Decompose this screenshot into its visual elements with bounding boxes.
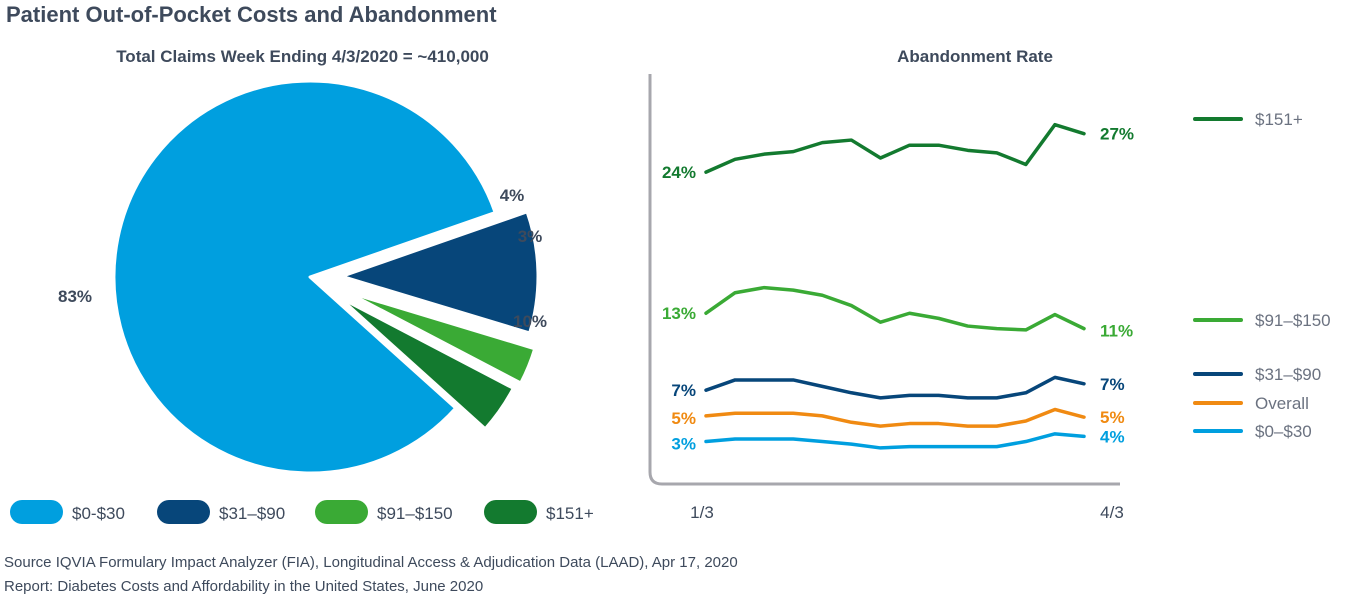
line-chart-axis xyxy=(648,74,1120,486)
series-start-label-overall: 5% xyxy=(671,409,696,428)
source-note: Source IQVIA Formulary Impact Analyzer (… xyxy=(4,554,738,571)
line-chart-title: Abandonment Rate xyxy=(897,47,1053,66)
x-tick-label: 4/3 xyxy=(1100,503,1124,522)
pie-slice-91-150 xyxy=(345,290,537,385)
legend-swatch-31-90 xyxy=(157,500,210,524)
series-line-31-90 xyxy=(704,375,1086,400)
pie-slice-31-90 xyxy=(340,210,540,335)
legend-swatch-0-30 xyxy=(10,500,63,524)
pie-label-31-90: 10% xyxy=(513,312,547,331)
pie-label-0-30: 83% xyxy=(58,287,92,306)
legend-label-31-90: $31–$90 xyxy=(1255,365,1321,384)
report-note: Report: Diabetes Costs and Affordability… xyxy=(4,578,484,595)
pie-slice-151 xyxy=(338,296,515,431)
series-end-label-31-90: 7% xyxy=(1100,375,1125,394)
series-line-151 xyxy=(704,122,1086,174)
series-end-label-151: 27% xyxy=(1100,125,1134,144)
series-end-label-91-150: 11% xyxy=(1100,322,1133,341)
series-start-label-91-150: 13% xyxy=(662,304,696,323)
line-chart: 1/3 4/3 24% 27% $151+ 13% 11% $91–$150 7% 7% $31–$… xyxy=(648,74,1331,522)
series-start-label-151: 24% xyxy=(662,163,696,182)
pie-label-91-150: 3% xyxy=(518,227,543,246)
legend-label-91-150: $91–$150 xyxy=(1255,311,1331,330)
legend-label-31-90: $31–$90 xyxy=(219,504,285,523)
legend-label-151: $151+ xyxy=(546,504,594,523)
legend-label-0-30: $0-$30 xyxy=(72,504,125,523)
series-line-overall xyxy=(704,407,1086,428)
legend-label-91-150: $91–$150 xyxy=(377,504,453,523)
legend-swatch-151 xyxy=(484,500,537,524)
pie-chart: 83% 10% 3% 4% $0-$30 $31–$90 $91–$150 $151+ xyxy=(10,79,594,524)
pie-label-151: 4% xyxy=(500,186,525,205)
legend-label-overall: Overall xyxy=(1255,394,1309,413)
legend-swatch-91-150 xyxy=(315,500,368,524)
series-start-label-0-30: 3% xyxy=(671,435,696,454)
series-end-label-overall: 5% xyxy=(1100,408,1125,427)
x-tick-label: 1/3 xyxy=(690,503,714,522)
legend-label-0-30: $0–$30 xyxy=(1255,422,1312,441)
legend-label-151: $151+ xyxy=(1255,110,1303,129)
series-start-label-31-90: 7% xyxy=(671,381,696,400)
page-title: Patient Out-of-Pocket Costs and Abandonm… xyxy=(6,2,497,27)
pie-slice-0-30 xyxy=(112,79,497,475)
pie-chart-title: Total Claims Week Ending 4/3/2020 = ~410… xyxy=(116,47,489,66)
series-line-0-30 xyxy=(704,432,1086,450)
series-line-91-150 xyxy=(704,285,1086,332)
series-end-label-0-30: 4% xyxy=(1100,427,1125,446)
